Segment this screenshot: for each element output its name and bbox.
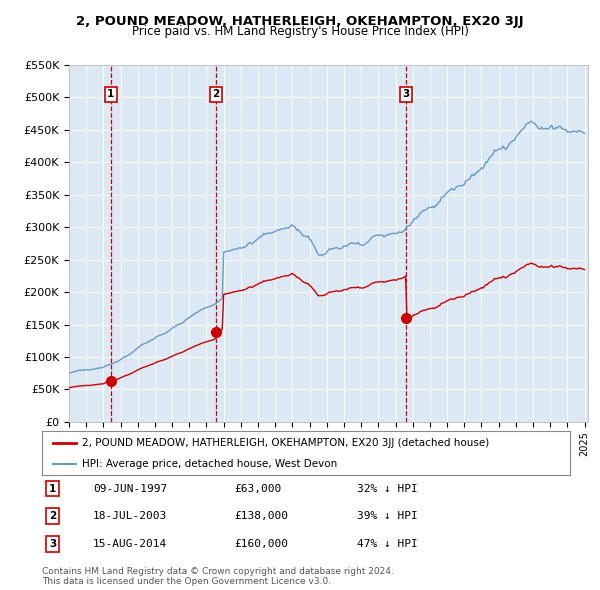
Text: Contains HM Land Registry data © Crown copyright and database right 2024.: Contains HM Land Registry data © Crown c… — [42, 566, 394, 576]
Text: 1: 1 — [107, 89, 115, 99]
Text: 1: 1 — [49, 484, 56, 493]
Text: 15-AUG-2014: 15-AUG-2014 — [93, 539, 167, 549]
Text: 09-JUN-1997: 09-JUN-1997 — [93, 484, 167, 493]
Text: £63,000: £63,000 — [234, 484, 281, 493]
Text: 32% ↓ HPI: 32% ↓ HPI — [357, 484, 418, 493]
Text: 39% ↓ HPI: 39% ↓ HPI — [357, 512, 418, 521]
Text: 3: 3 — [403, 89, 410, 99]
Text: 3: 3 — [49, 539, 56, 549]
Text: 2, POUND MEADOW, HATHERLEIGH, OKEHAMPTON, EX20 3JJ (detached house): 2, POUND MEADOW, HATHERLEIGH, OKEHAMPTON… — [82, 438, 489, 448]
Text: HPI: Average price, detached house, West Devon: HPI: Average price, detached house, West… — [82, 459, 337, 469]
Text: This data is licensed under the Open Government Licence v3.0.: This data is licensed under the Open Gov… — [42, 576, 331, 586]
Text: £160,000: £160,000 — [234, 539, 288, 549]
Text: 47% ↓ HPI: 47% ↓ HPI — [357, 539, 418, 549]
Text: Price paid vs. HM Land Registry's House Price Index (HPI): Price paid vs. HM Land Registry's House … — [131, 25, 469, 38]
Text: 2: 2 — [49, 512, 56, 521]
Text: 2: 2 — [212, 89, 220, 99]
Text: £138,000: £138,000 — [234, 512, 288, 521]
Text: 18-JUL-2003: 18-JUL-2003 — [93, 512, 167, 521]
Text: 2, POUND MEADOW, HATHERLEIGH, OKEHAMPTON, EX20 3JJ: 2, POUND MEADOW, HATHERLEIGH, OKEHAMPTON… — [76, 15, 524, 28]
